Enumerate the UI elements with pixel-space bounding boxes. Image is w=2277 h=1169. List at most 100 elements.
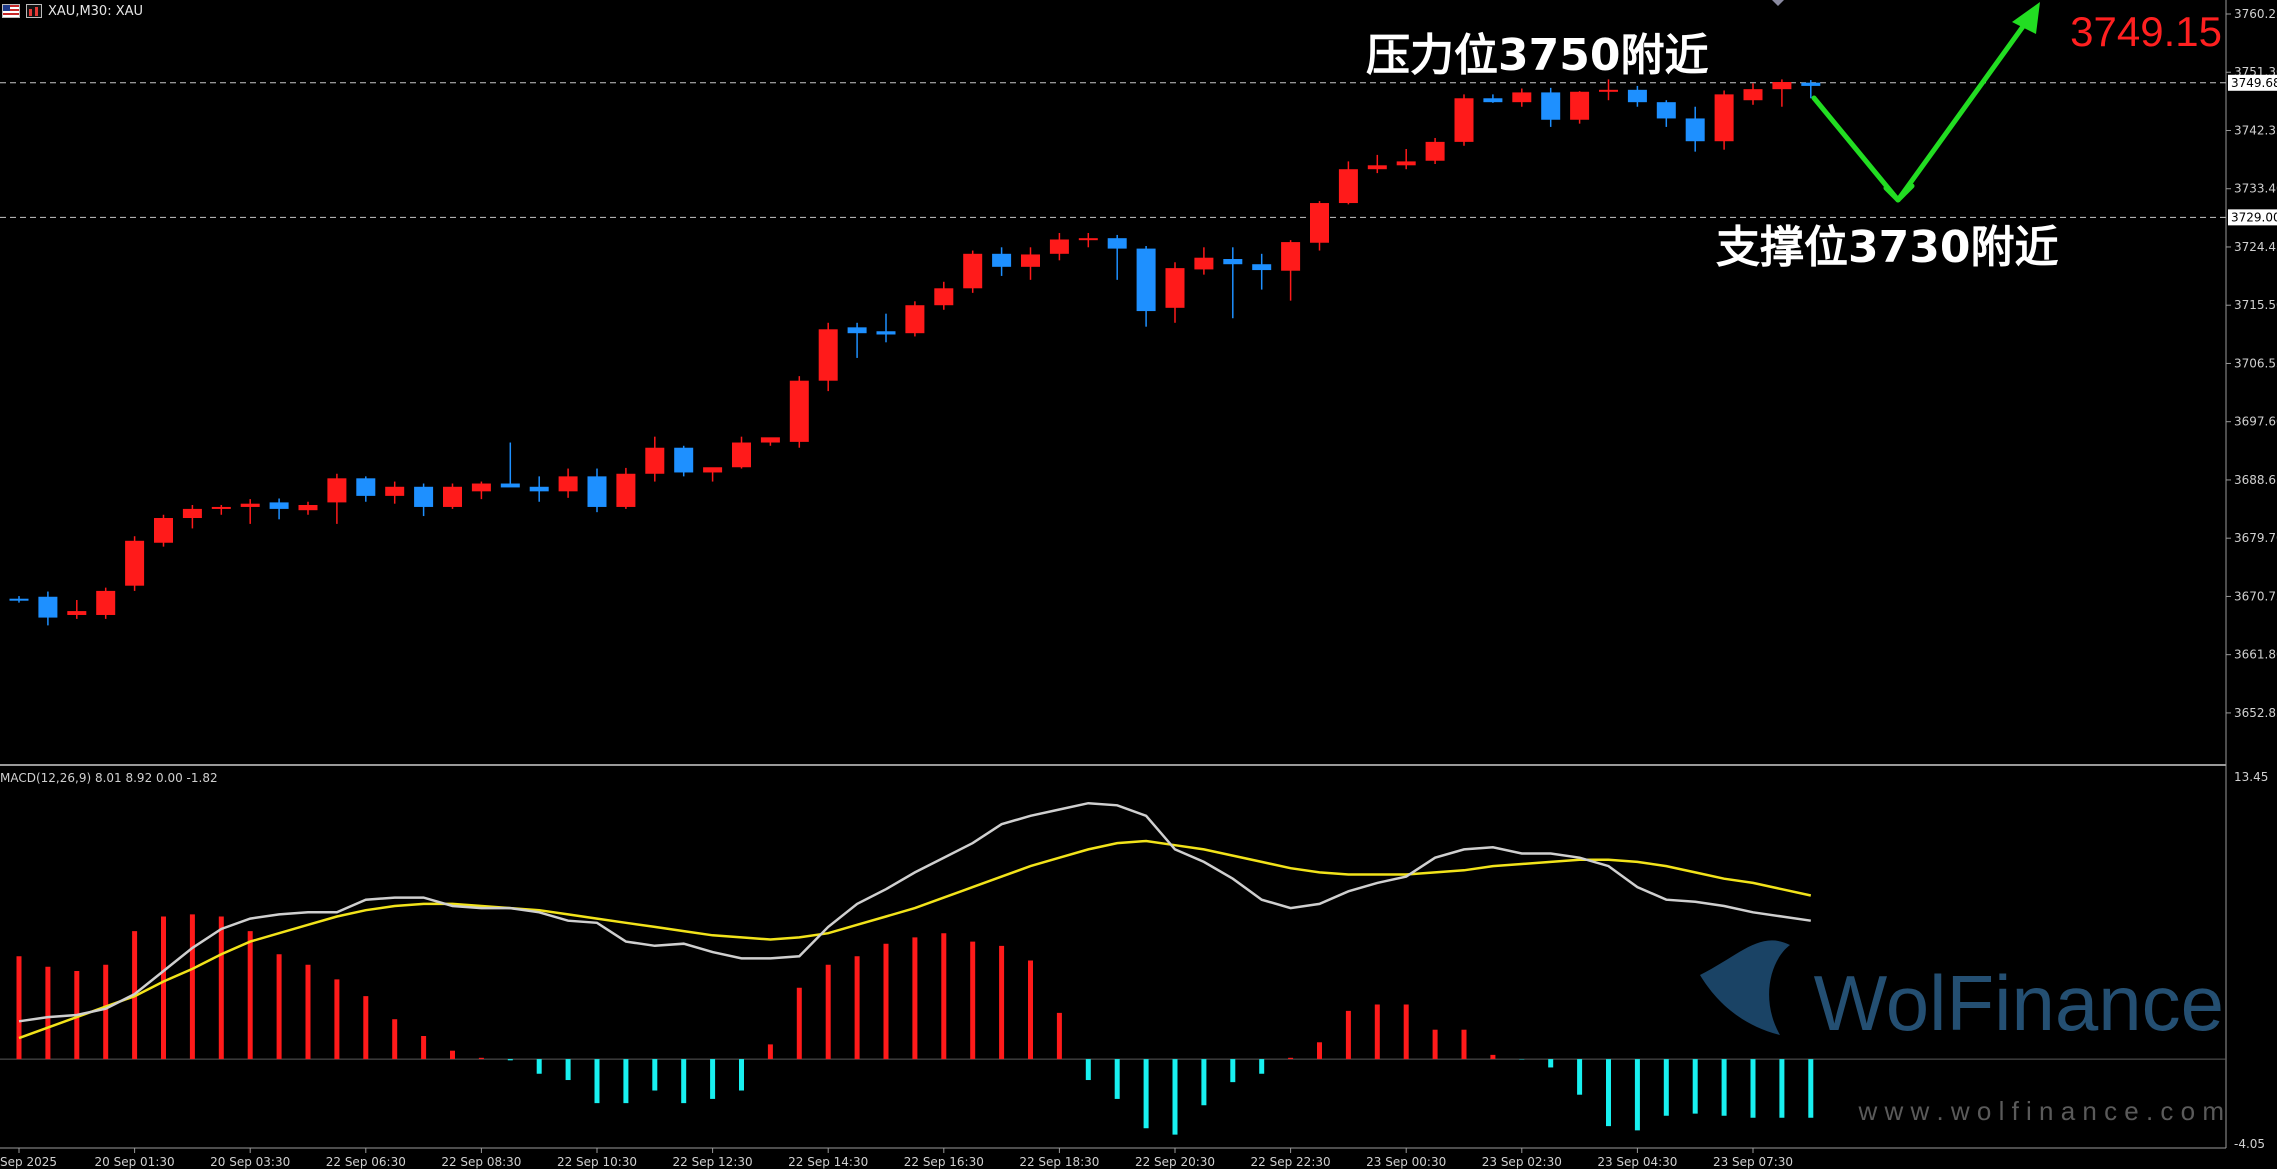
- bear-candle[interactable]: [587, 476, 607, 507]
- bear-candle[interactable]: [1223, 259, 1243, 265]
- watermark-brand: WolFinance: [1814, 959, 2224, 1047]
- price-axis-label: 3733.40: [2234, 182, 2277, 196]
- watermark-url: w w w . w o l f i n a n c e . c o m: [1857, 1096, 2224, 1126]
- bull-candle[interactable]: [1194, 257, 1214, 270]
- bull-candle[interactable]: [963, 253, 983, 289]
- forecast-arrow-corner: [1883, 183, 1915, 203]
- bull-candle[interactable]: [182, 508, 202, 519]
- bull-candle[interactable]: [1743, 89, 1763, 101]
- time-axis-label: 22 Sep 08:30: [441, 1155, 521, 1169]
- time-axis-label: 22 Sep 14:30: [788, 1155, 868, 1169]
- bull-candle[interactable]: [1281, 242, 1301, 271]
- support-label: 支撑位3730附近: [1716, 222, 2058, 273]
- bull-candle[interactable]: [154, 518, 173, 543]
- bull-candle[interactable]: [645, 447, 665, 474]
- price-axis-label: 3697.60: [2234, 415, 2277, 429]
- bull-candle[interactable]: [732, 442, 751, 468]
- bear-candle[interactable]: [38, 596, 58, 618]
- price-axis-label: 3688.65: [2234, 473, 2277, 487]
- macd-axis-label: -4.05: [2234, 1137, 2265, 1151]
- bull-candle[interactable]: [1772, 82, 1792, 90]
- bull-candle[interactable]: [703, 467, 723, 473]
- bear-candle[interactable]: [992, 253, 1012, 267]
- bear-candle[interactable]: [1685, 118, 1705, 142]
- bear-candle[interactable]: [500, 483, 520, 488]
- forecast-arrow-head: [2012, 2, 2040, 34]
- time-axis-label: 22 Sep 06:30: [326, 1155, 406, 1169]
- bull-candle[interactable]: [385, 486, 405, 496]
- time-axis-label: 20 Sep 03:30: [210, 1155, 290, 1169]
- bull-candle[interactable]: [905, 305, 925, 334]
- bear-candle[interactable]: [356, 478, 376, 496]
- bull-candle[interactable]: [1714, 94, 1734, 142]
- chart-type-icon[interactable]: [26, 4, 42, 18]
- bull-candle[interactable]: [1021, 254, 1040, 267]
- macd-main-line: [18, 801, 1811, 1023]
- bear-candle[interactable]: [1136, 248, 1156, 312]
- bull-candle[interactable]: [1570, 91, 1590, 120]
- bear-candle[interactable]: [1252, 264, 1272, 271]
- bull-candle[interactable]: [818, 329, 838, 381]
- bear-candle[interactable]: [1541, 92, 1561, 120]
- time-axis-label: 20 Sep 01:30: [95, 1155, 175, 1169]
- price-axis-label: 3679.70: [2234, 531, 2277, 545]
- time-axis-label: 22 Sep 18:30: [1019, 1155, 1099, 1169]
- bull-candle[interactable]: [1454, 98, 1474, 142]
- symbol-title: XAU,M30: XAU: [48, 3, 144, 19]
- wolf-logo-icon: [1700, 940, 1790, 1035]
- bear-candle[interactable]: [1801, 82, 1821, 86]
- time-axis-label: 23 Sep 04:30: [1597, 1155, 1677, 1169]
- bull-candle[interactable]: [1599, 89, 1618, 92]
- bull-candle[interactable]: [1396, 161, 1416, 166]
- bear-candle[interactable]: [9, 598, 29, 601]
- bear-candle[interactable]: [414, 486, 434, 507]
- bull-candle[interactable]: [298, 504, 318, 511]
- bear-candle[interactable]: [1107, 238, 1127, 249]
- bear-candle[interactable]: [674, 447, 694, 473]
- bull-candle[interactable]: [1425, 141, 1445, 161]
- price-axis-label: 3652.85: [2234, 706, 2277, 720]
- bull-candle[interactable]: [1367, 165, 1387, 170]
- bear-candle[interactable]: [876, 331, 896, 335]
- bull-candle[interactable]: [934, 288, 954, 306]
- bull-candle[interactable]: [125, 540, 145, 586]
- time-axis-label: 22 Sep 16:30: [904, 1155, 984, 1169]
- bull-candle[interactable]: [1165, 268, 1185, 308]
- bull-candle[interactable]: [96, 590, 116, 615]
- bull-candle[interactable]: [1049, 239, 1069, 254]
- price-axis-label: 3715.50: [2234, 298, 2277, 312]
- macd-signal-line: [18, 839, 1812, 1040]
- bull-candle[interactable]: [327, 478, 347, 503]
- bull-candle[interactable]: [789, 380, 809, 442]
- bear-candle[interactable]: [1627, 89, 1647, 103]
- bear-candle[interactable]: [269, 502, 289, 509]
- forecast-arrow-line: [1811, 11, 2035, 203]
- bull-candle[interactable]: [1078, 238, 1098, 241]
- price-axis-label: 3742.35: [2234, 123, 2277, 137]
- bull-candle[interactable]: [1310, 203, 1329, 243]
- bull-candle[interactable]: [443, 486, 462, 507]
- price-tag-box: [2228, 209, 2277, 226]
- bear-candle[interactable]: [1656, 102, 1676, 119]
- time-axis-label: 23 Sep 07:30: [1713, 1155, 1793, 1169]
- bull-candle[interactable]: [760, 437, 780, 443]
- bull-candle[interactable]: [558, 476, 578, 492]
- current-price-label: 3749.15: [2070, 8, 2222, 55]
- price-tag-label: 3749.68: [2231, 76, 2277, 90]
- bull-candle[interactable]: [471, 483, 491, 492]
- time-axis-label: 22 Sep 10:30: [557, 1155, 637, 1169]
- time-axis-label: 23 Sep 02:30: [1482, 1155, 1562, 1169]
- bear-candle[interactable]: [529, 486, 549, 492]
- bull-candle[interactable]: [240, 503, 260, 507]
- bull-candle[interactable]: [67, 611, 87, 615]
- bull-candle[interactable]: [1338, 169, 1358, 204]
- bull-candle[interactable]: [616, 473, 636, 507]
- bear-candle[interactable]: [847, 327, 867, 334]
- bear-candle[interactable]: [1483, 98, 1503, 103]
- bull-candle[interactable]: [1512, 92, 1532, 103]
- bull-candle[interactable]: [211, 506, 231, 509]
- price-axis-label: 3706.55: [2234, 356, 2277, 370]
- price-tag-box: [2228, 74, 2277, 91]
